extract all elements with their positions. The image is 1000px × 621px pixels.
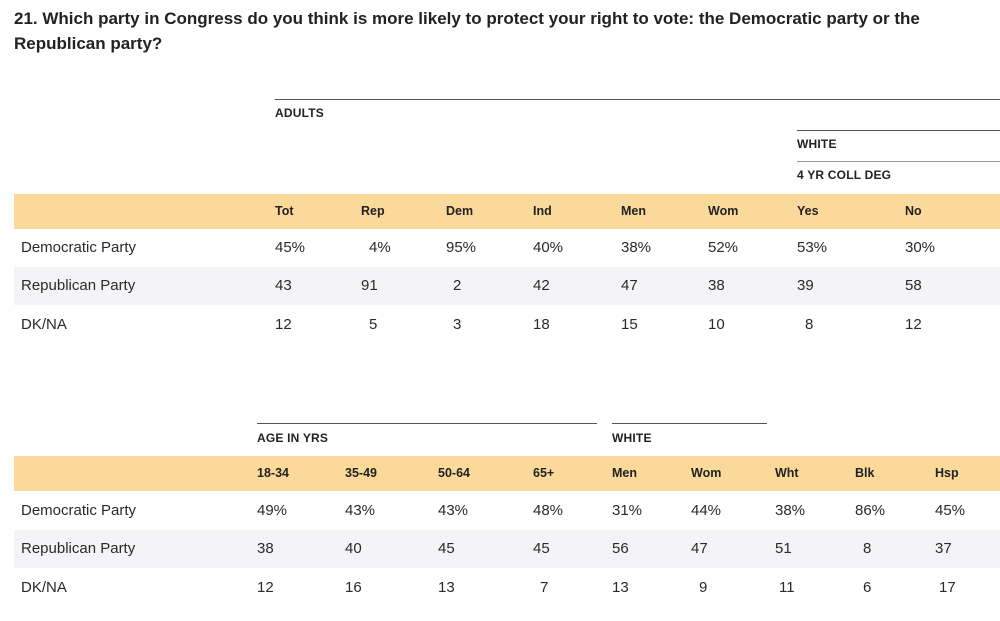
column-header: Rep [361, 204, 385, 218]
table-cell: 2 [453, 277, 462, 294]
group-label-white: WHITE [797, 137, 837, 151]
table-cell: 95% [446, 239, 477, 256]
table-cell: 52% [708, 239, 739, 256]
table-cell: 58 [905, 277, 922, 294]
table-cell: 56 [612, 540, 629, 557]
table-cell: 11 [779, 579, 795, 596]
group-label-age: AGE IN YRS [257, 431, 329, 445]
group-label-adults: ADULTS [275, 106, 324, 120]
question-title: 21. Which party in Congress do you think… [14, 9, 920, 53]
table-cell: 91 [361, 277, 378, 294]
table-cell: 9 [699, 579, 708, 596]
column-header: Wom [691, 466, 722, 480]
table-cell: 51 [775, 540, 792, 557]
row-label: Democratic Party [21, 502, 137, 519]
table-cell: 42 [533, 277, 550, 294]
table-cell: 47 [621, 277, 638, 294]
column-header: Dem [446, 204, 474, 218]
table-cell: 44% [691, 502, 722, 519]
row-label: DK/NA [21, 316, 67, 333]
column-header: Wom [708, 204, 739, 218]
table-cell: 47 [691, 540, 708, 557]
table-cell: 43 [275, 277, 292, 294]
white-group-rule [612, 423, 767, 424]
table-cell: 12 [275, 316, 292, 333]
table-cell: 48% [533, 502, 564, 519]
table-cell: 12 [257, 579, 274, 596]
table-cell: 45 [533, 540, 550, 557]
table-cell: 38% [775, 502, 806, 519]
table-cell: 16 [345, 579, 362, 596]
table-cell: 31% [612, 502, 643, 519]
table-cell: 45 [438, 540, 455, 557]
table-cell: 45% [935, 502, 966, 519]
column-header: Ind [533, 204, 552, 218]
table-cell: 40% [533, 239, 564, 256]
table-cell: 30% [905, 239, 936, 256]
column-header: Blk [855, 466, 875, 480]
table-cell: 39 [797, 277, 814, 294]
adults-group-rule [275, 99, 1000, 100]
alt-row-background [14, 530, 1000, 568]
column-header: No [905, 204, 922, 218]
column-header: Tot [275, 204, 294, 218]
table-cell: 49% [257, 502, 288, 519]
row-label: DK/NA [21, 579, 67, 596]
column-header: Men [621, 204, 646, 218]
column-header: 18-34 [257, 466, 289, 480]
row-label: Republican Party [21, 540, 136, 557]
table-cell: 40 [345, 540, 362, 557]
table-cell: 43% [345, 502, 376, 519]
table-cell: 6 [863, 579, 872, 596]
table-cell: 13 [438, 579, 455, 596]
column-header: Yes [797, 204, 819, 218]
table-cell: 18 [533, 316, 550, 333]
table-cell: 38% [621, 239, 652, 256]
table-cell: 38 [708, 277, 725, 294]
table-cell: 10 [708, 316, 725, 333]
table-cell: 3 [453, 316, 462, 333]
table-cell: 15 [621, 316, 638, 333]
column-header-band [14, 194, 1000, 229]
table-cell: 7 [540, 579, 549, 596]
table-cell: 53% [797, 239, 828, 256]
column-header: 65+ [533, 466, 555, 480]
table-cell: 86% [855, 502, 886, 519]
table-cell: 43% [438, 502, 469, 519]
college-group-rule [797, 161, 1000, 162]
table-cell: 4% [369, 239, 391, 256]
alt-row-background [14, 267, 1000, 305]
column-header: 50-64 [438, 466, 470, 480]
table-cell: 13 [612, 579, 629, 596]
table-cell: 5 [369, 316, 378, 333]
column-header: Wht [775, 466, 799, 480]
row-label: Republican Party [21, 277, 136, 294]
table-cell: 45% [275, 239, 306, 256]
table-cell: 38 [257, 540, 274, 557]
column-header: Hsp [935, 466, 959, 480]
column-header: Men [612, 466, 637, 480]
group-label-white: WHITE [612, 431, 652, 445]
column-header: 35-49 [345, 466, 377, 480]
age-group-rule [257, 423, 597, 424]
group-label-college-degree: 4 YR COLL DEG [797, 168, 892, 182]
column-header-band [14, 456, 1000, 491]
table-cell: 12 [905, 316, 922, 333]
table-cell: 37 [935, 540, 952, 557]
row-label: Democratic Party [21, 239, 137, 256]
table-cell: 8 [863, 540, 872, 557]
table-cell: 17 [939, 579, 956, 596]
table-cell: 8 [805, 316, 814, 333]
white-group-rule [797, 130, 1000, 131]
